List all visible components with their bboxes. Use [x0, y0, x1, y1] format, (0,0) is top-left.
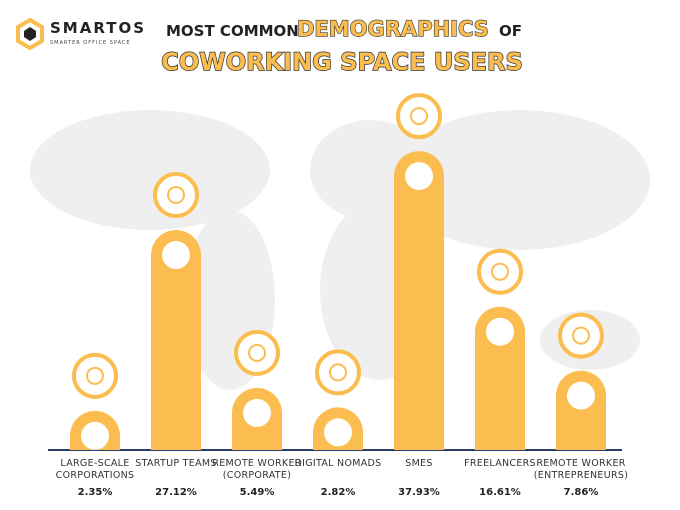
bar-cap [162, 241, 190, 270]
icon [491, 262, 509, 281]
icon-ring [153, 172, 199, 219]
icon [329, 363, 347, 382]
icon-ring [558, 312, 604, 359]
icon [572, 326, 590, 345]
bar-cap [486, 317, 514, 346]
icon-ring [477, 248, 523, 295]
icon [167, 186, 185, 205]
value-label: 2.35% [77, 487, 113, 498]
bar [394, 151, 444, 451]
category-label: LARGE-SCALE CORPORATIONS [55, 458, 135, 481]
category-label: SMES [405, 458, 433, 469]
icon-ring [234, 329, 280, 376]
bar-cap [81, 421, 109, 450]
value-label: 27.12% [155, 487, 197, 498]
title-part: OF [499, 22, 522, 40]
bar [475, 306, 525, 450]
category-label: STARTUP TEAMS [135, 458, 217, 469]
title-highlight: COWORKING SPACE USERS [161, 48, 523, 76]
brand-tagline: SMARTER OFFICE SPACE [50, 40, 131, 46]
value-label: 7.86% [563, 487, 599, 498]
bar [151, 230, 201, 450]
value-label: 2.82% [320, 487, 356, 498]
bar-cap [567, 381, 595, 410]
bar-cap [405, 162, 433, 191]
logo: SMARTOS SMARTER OFFICE SPACE [16, 17, 146, 51]
category-label: REMOTE WORKER (ENTREPRENEURS) [533, 458, 629, 481]
category-label: FREELANCERS [464, 458, 536, 469]
bar-cap [243, 398, 271, 427]
title-highlight: DEMOGRAPHICS [297, 17, 489, 41]
value-label: 5.49% [239, 487, 275, 498]
icon-ring [315, 349, 361, 396]
title-part: MOST COMMON [166, 22, 299, 40]
value-label: 16.61% [479, 487, 521, 498]
bar-cap [324, 418, 352, 447]
icon-ring [72, 352, 118, 399]
brand-name: SMARTOS [50, 19, 146, 37]
world-map [30, 110, 650, 390]
value-label: 37.93% [398, 487, 440, 498]
category-label: DIGITAL NOMADS [294, 458, 382, 469]
icon [410, 107, 428, 126]
icon-ring [396, 93, 442, 140]
category-label: REMOTE WORKER (CORPORATE) [212, 458, 302, 481]
icon [86, 366, 104, 385]
icon [248, 343, 266, 362]
